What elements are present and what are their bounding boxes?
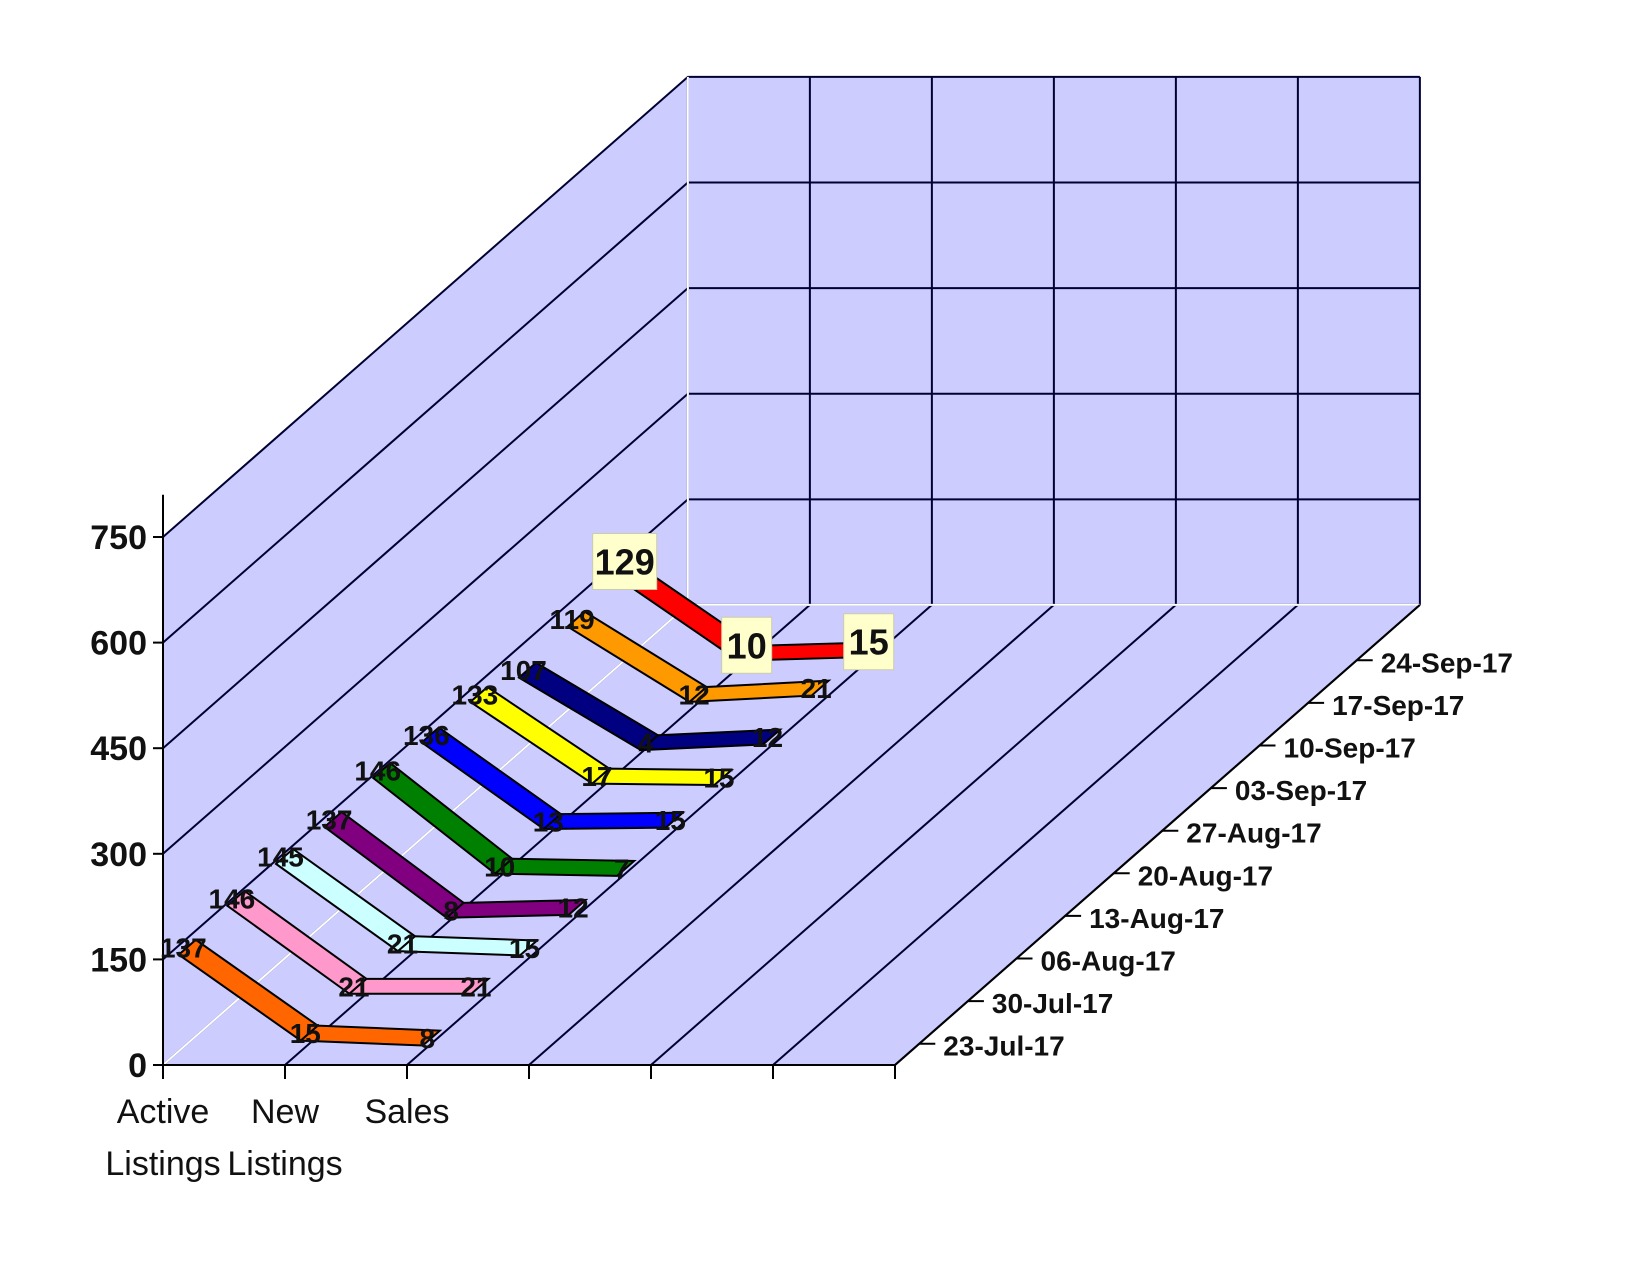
data-label: 145 [257, 841, 304, 872]
data-label: 15 [655, 805, 686, 836]
data-label: 12 [558, 892, 589, 923]
category-label: Listings [227, 1145, 342, 1183]
series-date-label: 20-Aug-17 [1138, 860, 1273, 891]
data-label: 8 [420, 1023, 436, 1054]
floor-gridline [772, 604, 1299, 1066]
y-tick-label: 150 [90, 941, 147, 979]
chart-axes: 0 150 300 450 600 750 Active Listings New Listing… [90, 494, 1513, 1183]
series-date-label: 13-Aug-17 [1089, 903, 1224, 934]
y-tick-label: 750 [90, 519, 147, 557]
series-date-label: 03-Sep-17 [1235, 775, 1367, 806]
data-label: 137 [160, 932, 207, 963]
floor-gridline [528, 604, 1055, 1066]
data-label-box [843, 613, 895, 671]
floor-gridline [650, 604, 1177, 1066]
series-date-label: 06-Aug-17 [1041, 946, 1176, 977]
series-ribbon [686, 679, 832, 704]
data-label: 8 [443, 895, 459, 926]
data-label: 13 [533, 807, 564, 838]
data-label: 15 [509, 933, 540, 964]
data-label: 21 [801, 673, 832, 704]
category-label: Active [117, 1093, 210, 1131]
data-label: 21 [460, 971, 491, 1002]
data-label: 4 [638, 728, 654, 759]
category-label: Listings [105, 1145, 220, 1183]
data-label: 146 [209, 883, 256, 914]
category-label: Sales [364, 1093, 449, 1131]
data-label: 15 [849, 622, 889, 663]
series-ribbon [443, 898, 589, 919]
series-date-label: 23-Jul-17 [943, 1031, 1064, 1062]
y-tick-label: 600 [90, 625, 147, 663]
data-label: 21 [338, 971, 369, 1002]
series-ribbon [298, 1024, 443, 1047]
depth-axis-line [894, 604, 1421, 1066]
data-label: 146 [354, 756, 401, 787]
floor-gridline [406, 604, 933, 1066]
data-label: 10 [727, 625, 767, 666]
data-label-box [721, 616, 773, 674]
series-date-label: 30-Jul-17 [992, 988, 1113, 1019]
y-tick-label: 450 [90, 730, 147, 768]
data-label: 119 [550, 604, 595, 635]
series-date-label: 17-Sep-17 [1332, 690, 1464, 721]
y-tick-label: 0 [128, 1047, 147, 1085]
data-label: 136 [403, 720, 450, 751]
series-date-label: 27-Aug-17 [1186, 818, 1321, 849]
series-ribbon [395, 935, 540, 957]
data-label: 7 [614, 853, 630, 884]
category-label: New [251, 1093, 319, 1131]
chart-left-wall [163, 76, 688, 1066]
y-tick-label: 300 [90, 836, 147, 874]
data-label: 15 [290, 1018, 321, 1049]
series-ribbon [346, 977, 492, 995]
data-label: 17 [581, 761, 612, 792]
series-date-label: 24-Sep-17 [1381, 647, 1513, 678]
data-label: 10 [484, 851, 515, 882]
series-ribbon [589, 767, 735, 786]
data-label: 129 [595, 541, 655, 582]
data-label: 133 [452, 679, 499, 710]
data-label: 107 [500, 655, 547, 686]
data-label: 137 [306, 804, 353, 835]
data-label: 12 [679, 679, 710, 710]
chart-series [177, 560, 880, 1047]
data-label: 12 [752, 722, 783, 753]
data-label: 15 [703, 763, 734, 794]
series-ribbon [492, 857, 637, 877]
series-ribbon [541, 811, 686, 831]
data-label-box [592, 532, 658, 590]
series-ribbon [638, 728, 783, 752]
data-label: 21 [387, 929, 418, 960]
series-date-label: 10-Sep-17 [1284, 733, 1416, 764]
